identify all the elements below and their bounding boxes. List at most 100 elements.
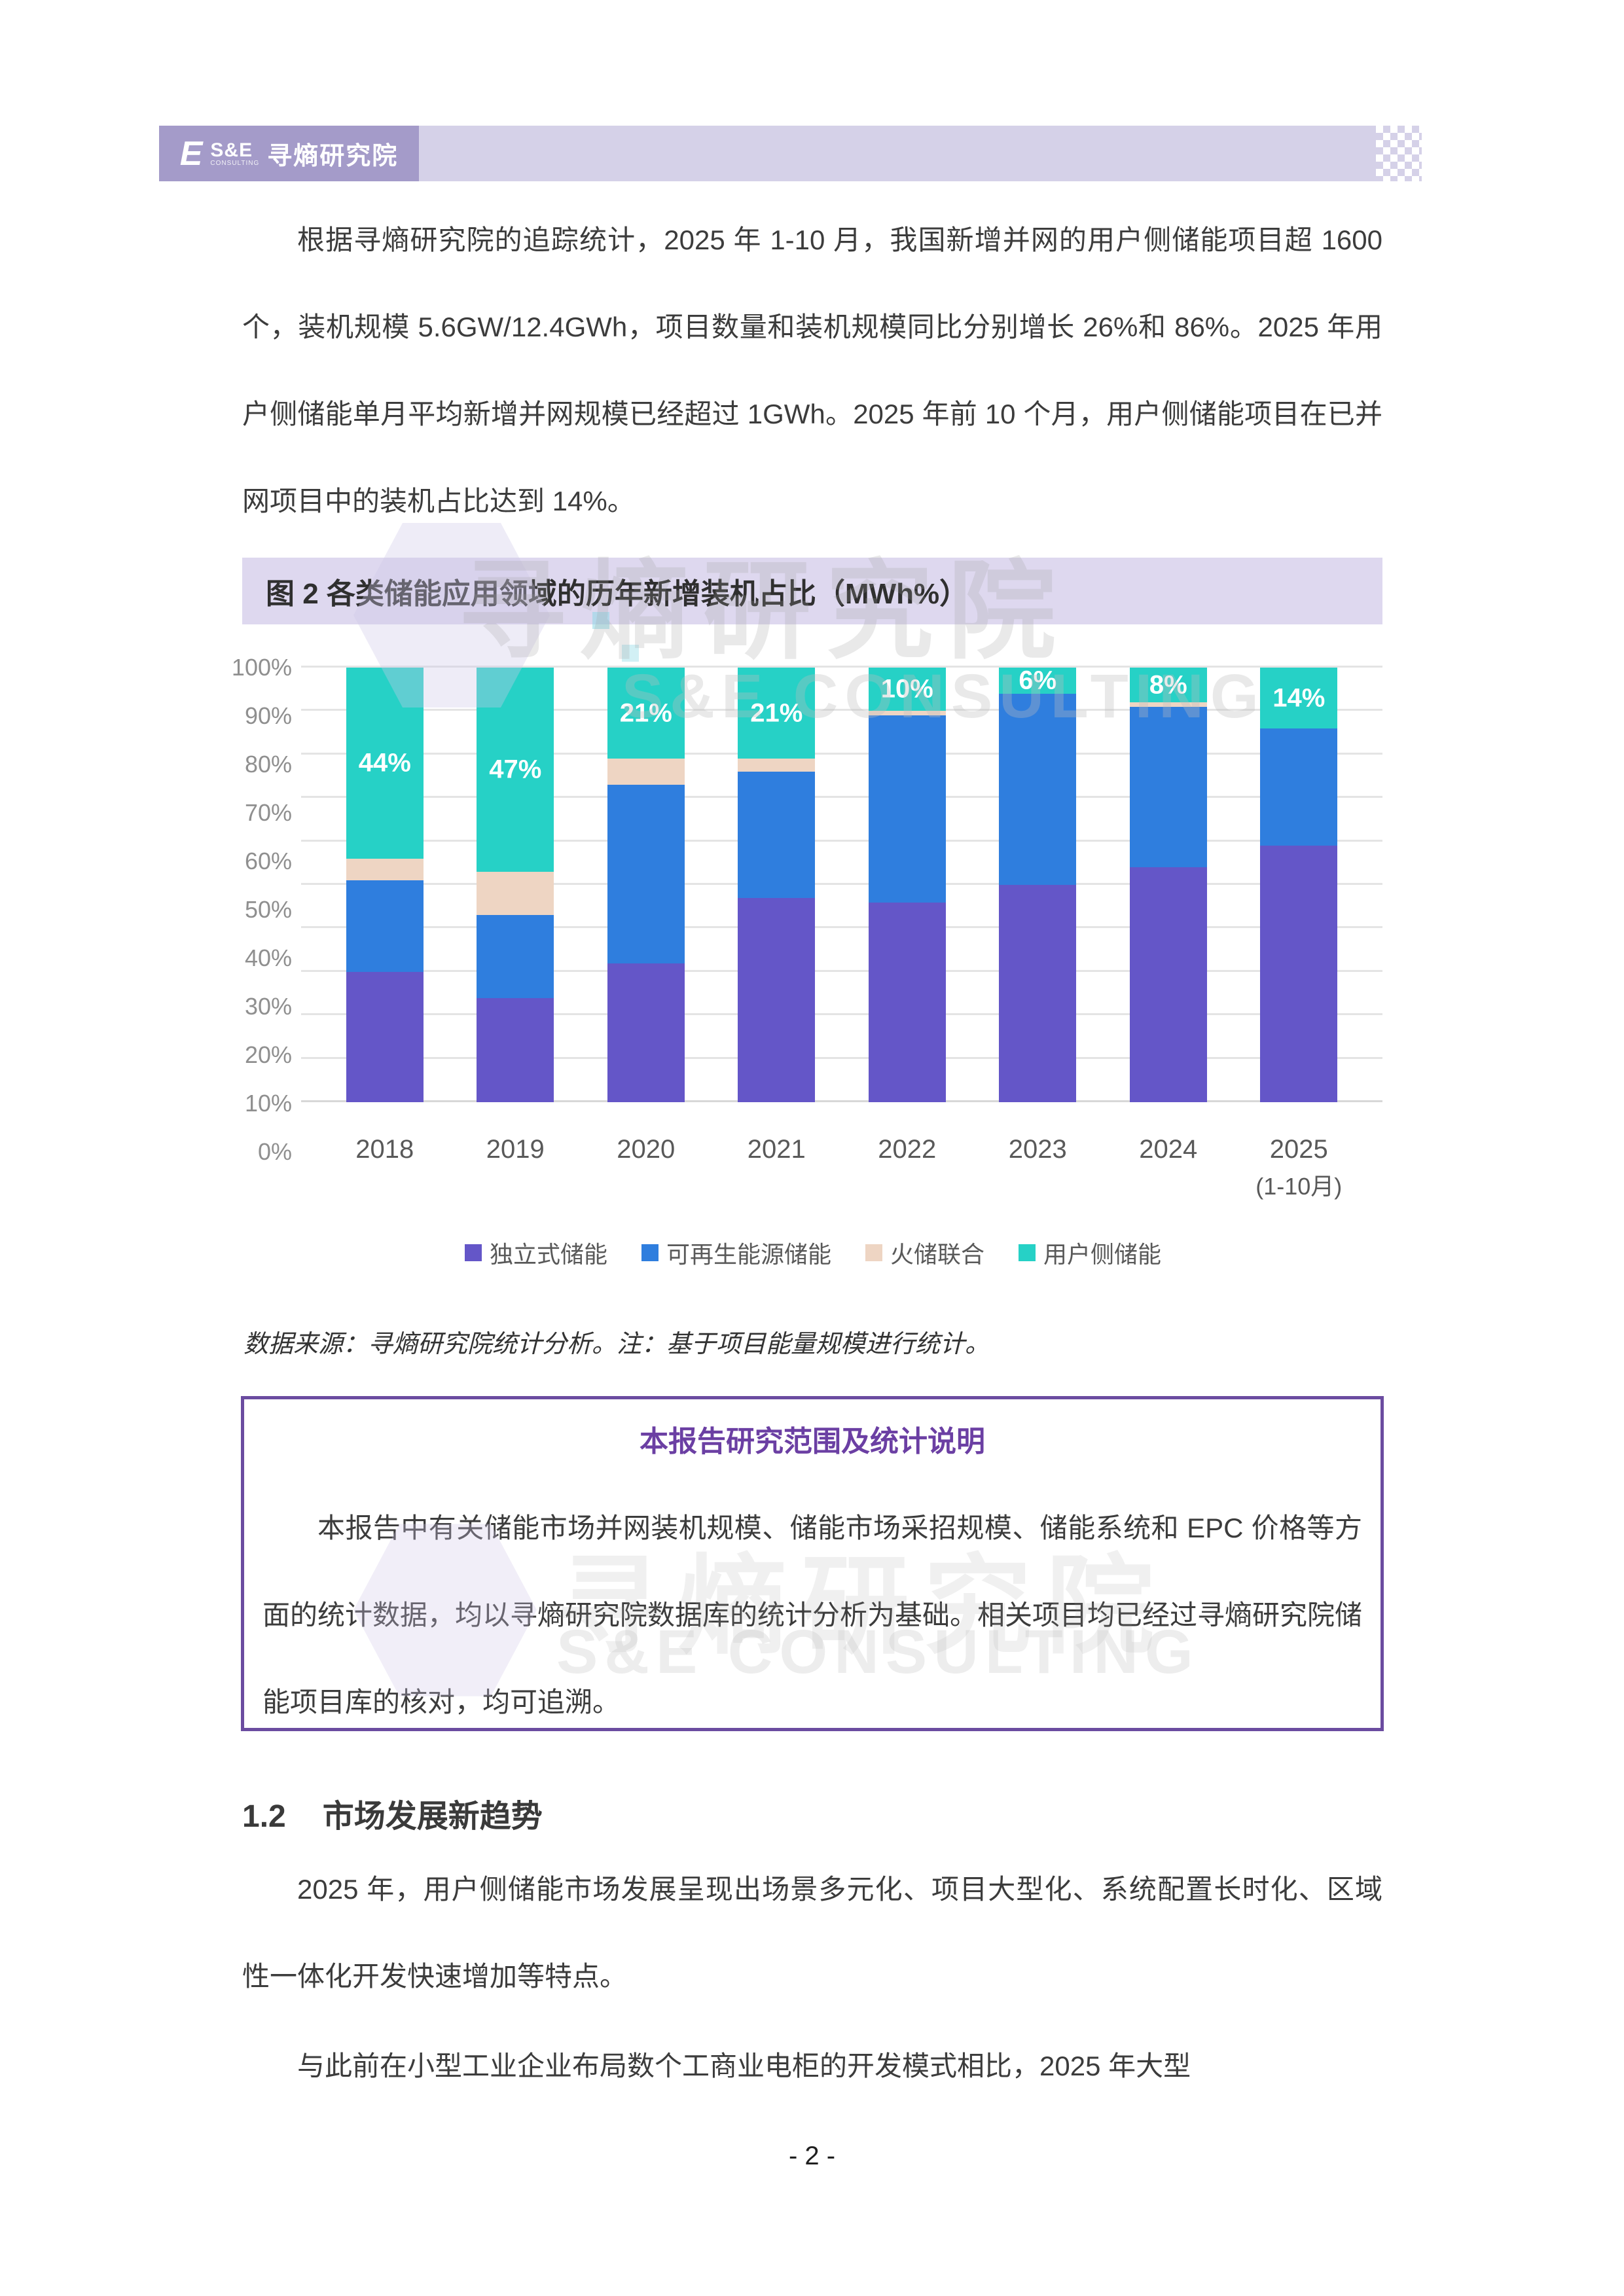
statement-box-title: 本报告研究范围及统计说明 <box>640 1426 985 1458</box>
stacked-bar-chart: 0% 10% 20% 30% 40% 50% 60% 70% 80% 90% 100% 44% 47%… <box>232 654 1382 1299</box>
brand-sub-block: S&E CONSULTING <box>210 139 260 167</box>
bar-value-label: 21% <box>619 698 672 728</box>
figure-title: 图 2 各类储能应用领域的历年新增装机占比（MWh%） <box>266 578 969 610</box>
gridline <box>301 1056 1382 1059</box>
bar-segment-可再生能源储能 <box>477 915 554 998</box>
gridline <box>301 883 1382 885</box>
legend-item: 独立式储能 <box>464 1236 607 1270</box>
bar-value-label: 8% <box>1149 670 1187 700</box>
page-number: - 2 - <box>788 2142 836 2170</box>
brand-sub-label: S&E <box>210 139 253 161</box>
bar-segment-火储联合 <box>738 759 816 772</box>
y-tick-label: 60% <box>244 848 292 874</box>
x-axis: 2018 2019 2020 2021 2022 2023 2024 2025 (1-10月) <box>301 1130 1382 1204</box>
bar-segment-可再生能源储能 <box>738 772 816 898</box>
statement-box-body: 本报告中有关储能市场并网装机规模、储能市场采招规模、储能系统和 EPC 价格等方… <box>262 1513 1363 1717</box>
y-tick-label: 20% <box>244 1041 292 1068</box>
x-axis-label-year: 2021 <box>747 1135 806 1164</box>
x-axis-label-year: 2024 <box>1139 1135 1198 1164</box>
bar-segment-独立式储能 <box>868 902 946 1102</box>
x-axis-label-sub: (1-10月) <box>1255 1173 1343 1200</box>
legend-label: 用户侧储能 <box>1043 1241 1162 1268</box>
bar-value-label: 10% <box>880 674 933 704</box>
bar-value-label: 47% <box>489 755 542 784</box>
bar-segment-用户侧储能: 8% <box>1129 668 1207 703</box>
legend-label: 可再生能源储能 <box>666 1241 831 1268</box>
gridline <box>301 1013 1382 1016</box>
gridline <box>301 796 1382 798</box>
intro-paragraph: 根据寻熵研究院的追踪统计，2025 年 1-10 月，我国新增并网的用户侧储能项… <box>242 224 1382 516</box>
bar-stack: 21% <box>607 668 685 1102</box>
x-axis-label: 2018 <box>319 1130 450 1204</box>
y-tick-label: 80% <box>244 751 292 778</box>
brand-tagline: CONSULTING <box>210 159 260 167</box>
bar-group: 10% <box>842 668 973 1102</box>
gridline <box>301 926 1382 929</box>
y-tick-label: 10% <box>244 1090 292 1117</box>
bar-value-label: 44% <box>358 748 411 778</box>
gridline <box>301 839 1382 842</box>
x-axis-label: 2024 <box>1103 1130 1234 1204</box>
section-number: 1.2 <box>242 1799 286 1834</box>
legend-label: 独立式储能 <box>489 1241 607 1268</box>
paragraph-trend: 2025 年，用户侧储能市场发展呈现出场景多元化、项目大型化、系统配置长时化、区… <box>242 1874 1382 1992</box>
x-axis-label-year: 2019 <box>486 1135 545 1164</box>
x-axis-label: 2025 (1-10月) <box>1234 1130 1365 1204</box>
bar-stack: 21% <box>738 668 816 1102</box>
bar-segment-可再生能源储能 <box>1260 728 1338 846</box>
bar-segment-可再生能源储能 <box>868 715 946 903</box>
bar-segment-独立式储能 <box>999 885 1077 1102</box>
header-checker-pattern <box>1376 126 1422 181</box>
section-title: 市场发展新趋势 <box>322 1799 543 1834</box>
y-tick-label: 0% <box>257 1138 292 1165</box>
bar-stack: 8% <box>1129 668 1207 1102</box>
bar-segment-火储联合 <box>607 759 685 785</box>
gridline <box>301 709 1382 711</box>
bar-value-label: 21% <box>750 698 803 728</box>
x-axis-label-year: 2023 <box>1008 1135 1067 1164</box>
bar-segment-火储联合 <box>346 859 424 881</box>
paragraph-compare: 与此前在小型工业企业布局数个工商业电柜的开发模式相比，2025 年大型 <box>297 2051 1191 2081</box>
bar-group: 47% <box>450 668 581 1102</box>
y-axis: 0% 10% 20% 30% 40% 50% 60% 70% 80% 90% 100% <box>232 654 301 1165</box>
bar-stack: 44% <box>346 668 424 1102</box>
x-axis-label: 2019 <box>450 1130 581 1204</box>
bar-segment-独立式储能 <box>346 971 424 1102</box>
gridline <box>301 1100 1382 1102</box>
bar-segment-可再生能源储能 <box>1129 706 1207 868</box>
bar-value-label: 6% <box>1019 666 1057 695</box>
y-tick-label: 70% <box>244 799 292 826</box>
x-axis-label-year: 2020 <box>617 1135 676 1164</box>
bar-segment-用户侧储能: 6% <box>999 666 1077 694</box>
y-tick-label: 90% <box>244 702 292 729</box>
legend-swatch-icon <box>641 1244 659 1261</box>
bar-segment-独立式储能 <box>1260 846 1338 1102</box>
gridline <box>301 969 1382 972</box>
bar-stack: 14% <box>1260 668 1338 1102</box>
bar-segment-可再生能源储能 <box>346 880 424 972</box>
bar-segment-火储联合 <box>477 872 554 916</box>
legend-swatch-icon <box>1019 1244 1036 1261</box>
legend-item: 可再生能源储能 <box>641 1236 831 1270</box>
bar-segment-用户侧储能: 44% <box>346 668 424 859</box>
section-heading: 1.2 市场发展新趋势 <box>242 1790 543 1836</box>
statement-box: 本报告研究范围及统计说明 本报告中有关储能市场并网装机规模、储能市场采招规模、储… <box>241 1396 1384 1731</box>
plot-wrap: 44% 47% 21% 21% 10% 6% 8% 14% 2018 2019 2020 2021 2… <box>301 666 1382 1204</box>
legend: 独立式储能 可再生能源储能 火储联合 用户侧储能 <box>244 1236 1382 1270</box>
bar-segment-用户侧储能: 10% <box>868 668 946 711</box>
x-axis-label: 2023 <box>973 1130 1104 1204</box>
bar-segment-火储联合 <box>868 711 946 716</box>
bar-value-label: 14% <box>1272 683 1326 712</box>
legend-item: 火储联合 <box>865 1236 984 1270</box>
bar-group: 14% <box>1234 668 1365 1102</box>
chart-inner: 0% 10% 20% 30% 40% 50% 60% 70% 80% 90% 100% 44% 47%… <box>232 654 1382 1204</box>
header-light-band <box>419 126 1376 181</box>
x-axis-label: 2022 <box>842 1130 973 1204</box>
gridline <box>301 752 1382 755</box>
figure-title-banner: 图 2 各类储能应用领域的历年新增装机占比（MWh%） <box>242 558 1382 624</box>
legend-label: 火储联合 <box>890 1241 985 1268</box>
plot-area: 44% 47% 21% 21% 10% 6% 8% 14% <box>301 666 1382 1102</box>
bar-segment-独立式储能 <box>477 997 554 1102</box>
bar-segment-独立式储能 <box>1129 867 1207 1102</box>
watermark-pixel <box>622 645 639 662</box>
